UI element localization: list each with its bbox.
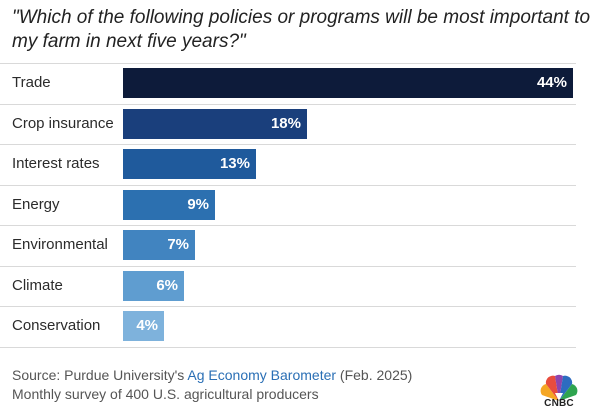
bar-value-label: 13% [219, 155, 250, 172]
row-separator [0, 104, 576, 105]
row-separator [0, 144, 576, 145]
source-line: Source: Purdue University's Ag Economy B… [12, 366, 412, 385]
category-label: Climate [12, 277, 63, 294]
bar-value-label: 18% [270, 115, 301, 132]
row-separator [0, 63, 576, 64]
row-separator [0, 266, 576, 267]
category-label: Conservation [12, 317, 101, 334]
row-separator [0, 347, 576, 348]
bar: 4% [123, 311, 164, 341]
category-label: Environmental [12, 236, 108, 253]
bar: 9% [123, 190, 215, 220]
bar: 7% [123, 230, 195, 260]
bar-value-label: 44% [536, 74, 567, 91]
bar-value-label: 7% [167, 236, 189, 253]
bar: 44% [123, 68, 573, 98]
source-note: Source: Purdue University's Ag Economy B… [12, 366, 412, 404]
row-separator [0, 306, 576, 307]
cnbc-logo-text: CNBC [544, 398, 574, 409]
bar: 13% [123, 149, 256, 179]
bar: 18% [123, 109, 307, 139]
category-label: Crop insurance [12, 115, 114, 132]
source-link[interactable]: Ag Economy Barometer [187, 367, 337, 383]
nbc-peacock-icon [540, 374, 578, 401]
category-label: Trade [12, 74, 51, 91]
bar: 6% [123, 271, 184, 301]
bar-value-label: 9% [187, 196, 209, 213]
bar-value-label: 4% [136, 317, 158, 334]
bar-value-label: 6% [156, 277, 178, 294]
row-separator [0, 185, 576, 186]
source-suffix: (Feb. 2025) [336, 367, 413, 383]
category-label: Energy [12, 196, 60, 213]
chart-title: "Which of the following policies or prog… [12, 7, 591, 52]
source-prefix: Source: Purdue University's [12, 367, 188, 383]
category-label: Interest rates [12, 155, 100, 172]
row-separator [0, 225, 576, 226]
survey-note: Monthly survey of 400 U.S. agricultural … [12, 386, 319, 402]
